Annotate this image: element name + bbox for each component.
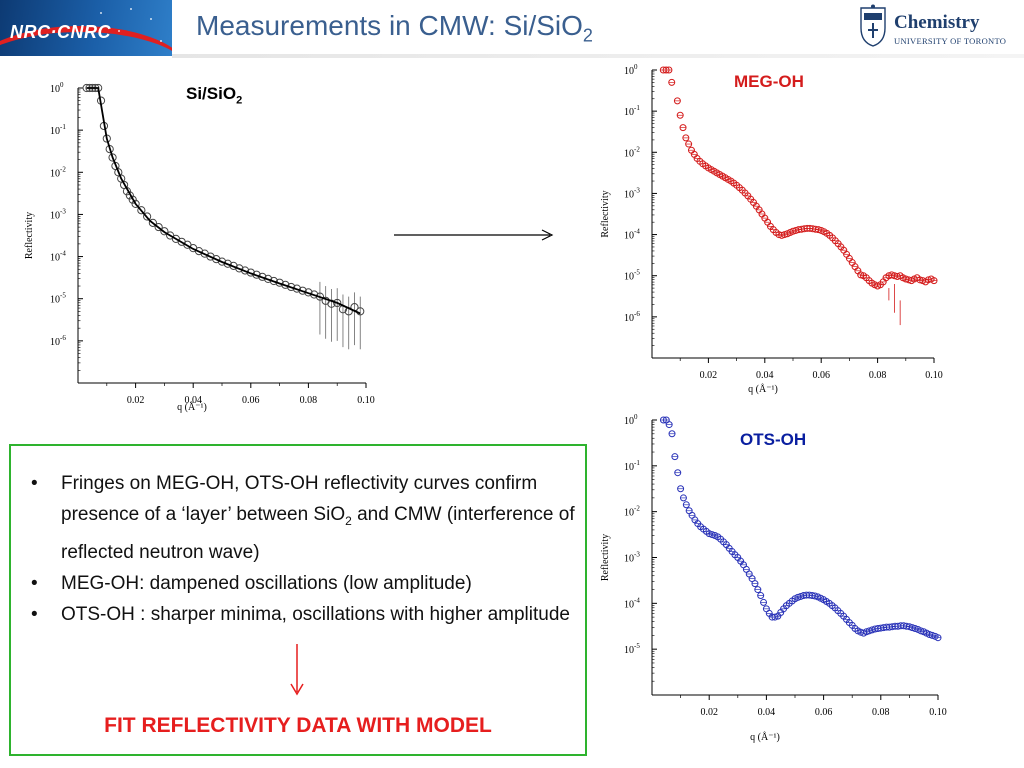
y-axis-label: Reflectivity	[24, 212, 35, 259]
x-tick-label: 0.02	[700, 707, 718, 718]
logo-text: NRC·CNRC	[10, 22, 111, 42]
logo-star	[130, 8, 132, 10]
slide-title-main: Measurements in CMW: Si/SiO	[196, 10, 583, 41]
x-tick-label: 0.06	[242, 395, 259, 406]
label-sisio2: Si/SiO2	[186, 84, 242, 106]
label-meg-oh: MEG-OH	[734, 72, 804, 91]
y-tick-label: 100	[624, 413, 638, 427]
data-point	[160, 227, 169, 236]
y-tick-label: 10-6	[624, 310, 640, 324]
x-tick-label: 0.02	[700, 370, 718, 381]
y-tick-label: 10-4	[624, 596, 640, 610]
header-rule	[172, 54, 1024, 58]
data-point	[125, 191, 134, 200]
summary-box: • Fringes on MEG-OH, OTS-OH reflectivity …	[9, 444, 587, 756]
y-tick-label: 10-4	[624, 228, 640, 242]
label-sisio2-main: Si/SiO	[186, 84, 237, 103]
x-tick-label: 0.06	[815, 707, 833, 718]
nrc-logo: NRC·CNRC	[0, 0, 172, 56]
x-tick-label: 0.08	[872, 707, 890, 718]
bullet-item: • OTS-OH : sharper minima, oscillations w…	[29, 599, 577, 630]
data-point	[108, 153, 117, 162]
bullet-item: • MEG-OH: dampened oscillations (low ampl…	[29, 568, 577, 599]
bullet-text: MEG-OH: dampened oscillations (low ampli…	[61, 572, 472, 594]
y-tick-label: 10-2	[624, 505, 640, 519]
y-tick-label: 10-3	[50, 207, 66, 221]
x-tick-label: 0.04	[758, 707, 776, 718]
label-ots-oh: OTS-OH	[740, 430, 807, 449]
bullet-item: • Fringes on MEG-OH, OTS-OH reflectivity …	[29, 468, 577, 568]
right-arrow-icon	[394, 229, 554, 241]
y-tick-label: 10-5	[50, 292, 66, 306]
y-tick-label: 10-1	[624, 104, 640, 118]
x-tick-label: 0.08	[869, 370, 887, 381]
x-tick-label: 0.06	[812, 370, 830, 381]
y-tick-label: 10-6	[50, 334, 66, 348]
university-subtitle: UNIVERSITY OF TORONTO	[894, 36, 1007, 46]
x-tick-label: 0.10	[357, 395, 375, 406]
data-point	[128, 195, 137, 204]
bullet-list: • Fringes on MEG-OH, OTS-OH reflectivity …	[29, 468, 577, 630]
data-point	[333, 298, 342, 308]
bullet-text: OTS-OH : sharper minima, oscillations wi…	[61, 603, 570, 625]
x-axis-label: q (Å⁻¹)	[750, 731, 780, 743]
y-axis-label: Reflectivity	[600, 534, 611, 581]
y-axis-label: Reflectivity	[600, 190, 611, 237]
y-tick-label: 10-3	[624, 551, 640, 565]
data-point	[143, 212, 152, 221]
y-tick-label: 10-2	[50, 165, 66, 179]
y-tick-label: 10-5	[624, 642, 640, 656]
bullet-dot-icon: •	[31, 572, 38, 594]
y-tick-label: 10-5	[624, 269, 640, 283]
bullet-sub: 2	[345, 513, 352, 528]
x-tick-label: 0.02	[127, 395, 145, 406]
data-point	[148, 218, 157, 227]
slide-title-sub: 2	[582, 25, 593, 46]
y-tick-label: 10-4	[50, 250, 66, 264]
y-tick-label: 100	[50, 81, 64, 95]
x-axis-label: q (Å⁻¹)	[177, 401, 207, 413]
y-tick-label: 100	[624, 63, 638, 77]
down-arrow-icon	[290, 644, 304, 696]
chemistry-title: Chemistry	[894, 12, 980, 33]
chart-meg-oh: 100 10-1 10-2 10-3 10-4 10-5 10-6 0.02 0.04 0.06 0…	[600, 63, 943, 395]
slide-title: Measurements in CMW: Si/SiO2	[196, 10, 593, 47]
x-tick-label: 0.10	[925, 370, 943, 381]
label-sisio2-sub: 2	[236, 94, 243, 107]
x-tick-label: 0.04	[756, 370, 774, 381]
data-point	[137, 206, 146, 215]
crest-icon	[860, 4, 886, 47]
logo-star	[100, 12, 102, 14]
logo-arc	[0, 26, 172, 56]
y-tick-label: 10-1	[624, 459, 640, 473]
logo-star	[160, 40, 162, 42]
y-tick-label: 10-2	[624, 145, 640, 159]
bullet-text-cont: and CMW (interference of reflected neutr…	[61, 504, 575, 563]
x-tick-label: 0.04	[184, 395, 202, 406]
data-point	[217, 257, 227, 266]
bullet-dot-icon: •	[31, 473, 38, 494]
logo-star	[118, 30, 120, 32]
bullet-text: Fringes on MEG-OH, OTS-OH reflectivity c…	[61, 473, 538, 525]
fit-line	[86, 87, 361, 315]
conclusion-text: FIT REFLECTIVITY DATA WITH MODEL	[104, 714, 492, 737]
data-point	[154, 222, 163, 232]
x-tick-label: 0.10	[929, 707, 947, 718]
chart-sisio2: 100 10-1 10-2 10-3 10-4 10-5 10-6 0.02 0.04 0.06 0…	[24, 81, 375, 413]
slide-header: NRC·CNRC Measurements in CMW: Si/SiO2 Ch…	[0, 0, 1024, 58]
data-point	[131, 199, 140, 208]
x-tick-label: 0.08	[300, 395, 318, 406]
x-axis-label: q (Å⁻¹)	[748, 383, 778, 395]
logo-star	[150, 18, 152, 20]
uoft-logo: Chemistry UNIVERSITY OF TORONTO	[858, 4, 1018, 50]
y-tick-label: 10-1	[50, 123, 66, 137]
bullet-dot-icon: •	[31, 603, 38, 625]
chart-ots-oh: 100 10-1 10-2 10-3 10-4 10-5 0.02 0.04 0.06 0.08 0…	[600, 413, 947, 743]
y-tick-label: 10-3	[624, 186, 640, 200]
